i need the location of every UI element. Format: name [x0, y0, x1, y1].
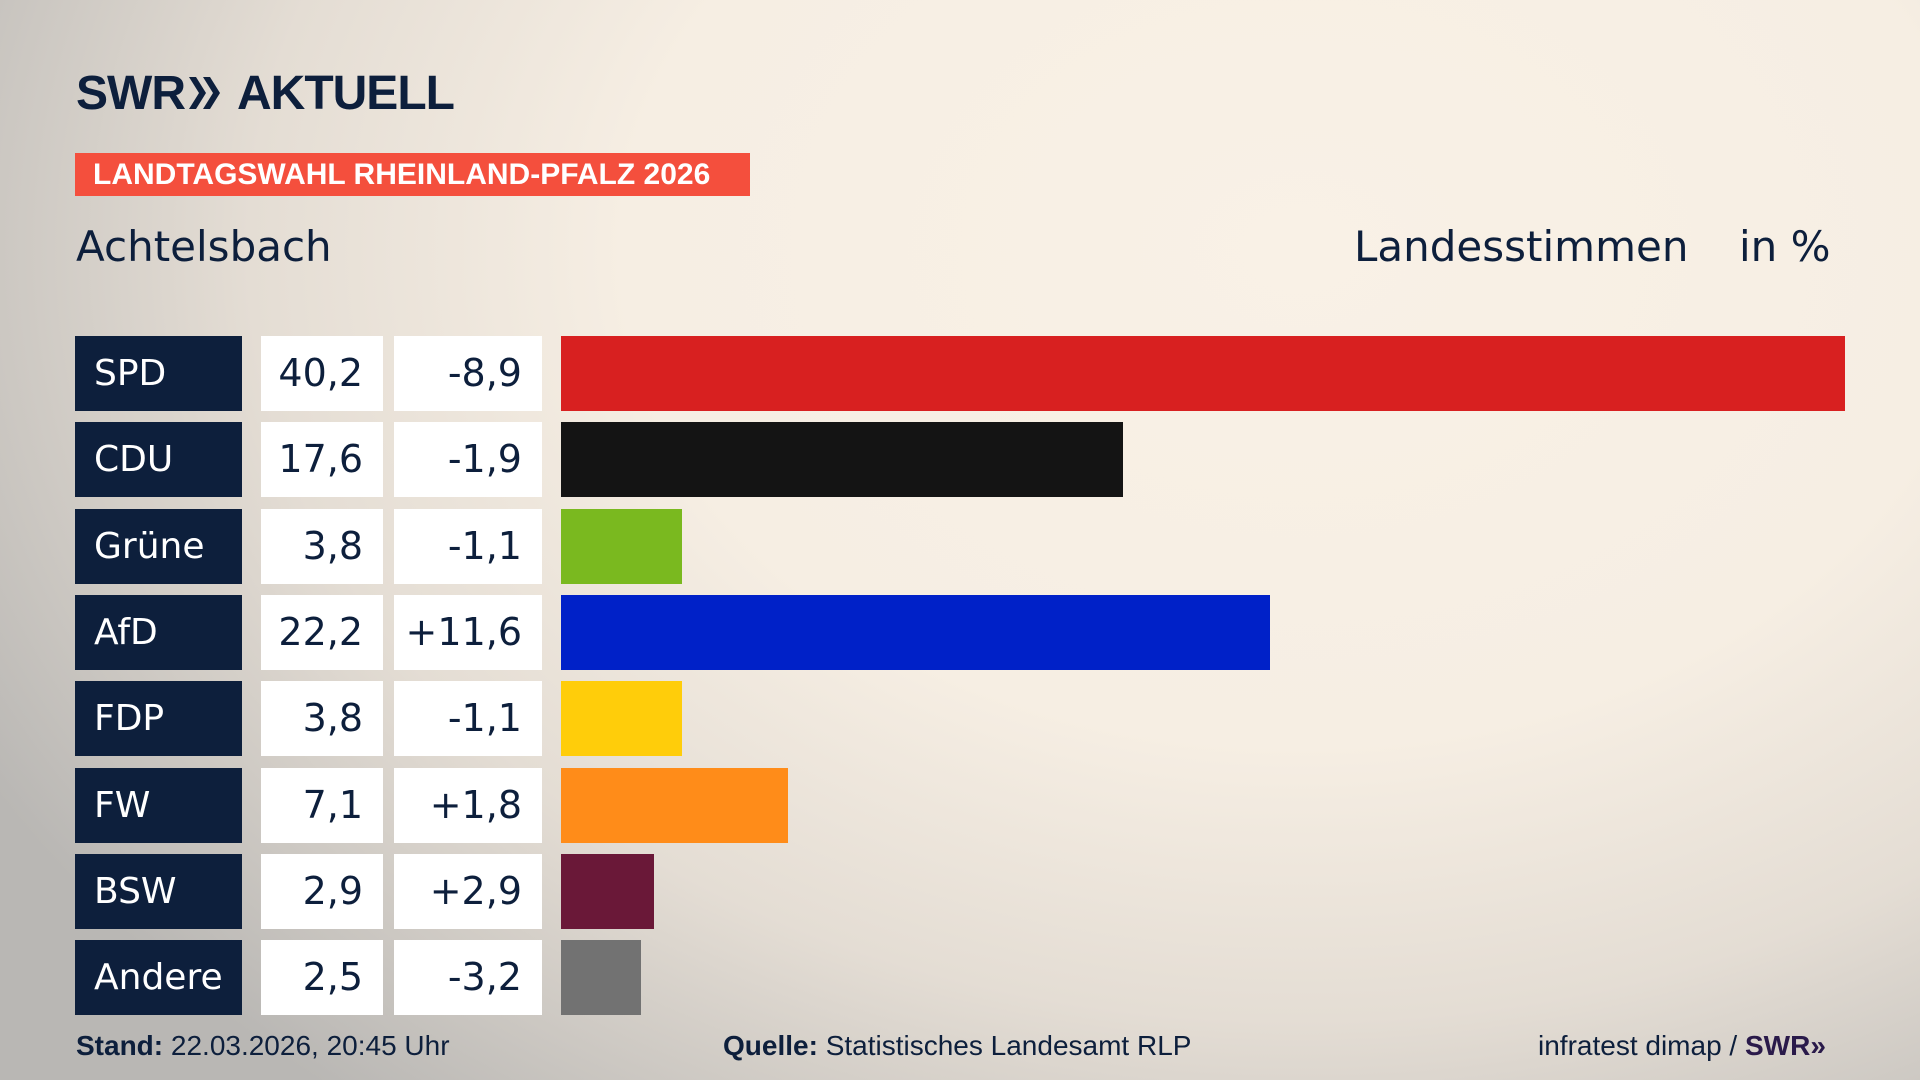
party-label: Andere	[75, 940, 242, 1016]
bar-fw	[561, 767, 788, 843]
unit-label: in %	[1739, 222, 1831, 271]
diff-label: -8,9	[394, 336, 542, 411]
party-label: FW	[75, 767, 242, 843]
footer-stand: Stand: 22.03.2026, 20:45 Uhr	[76, 1030, 450, 1062]
bar-grüne	[561, 508, 683, 584]
party-label: FDP	[75, 681, 242, 757]
diff-label: +1,8	[394, 767, 542, 843]
diff-label: +11,6	[394, 594, 542, 670]
source-label: Quelle:	[723, 1030, 818, 1061]
diff-label: -1,1	[394, 508, 542, 584]
source-value: Statistisches Landesamt RLP	[825, 1030, 1192, 1061]
stand-label: Stand:	[76, 1030, 164, 1061]
place-title: Achtelsbach	[76, 222, 332, 271]
diff-label: +2,9	[394, 853, 542, 929]
value-label: 2,5	[261, 940, 383, 1016]
value-label: 3,8	[261, 508, 383, 584]
party-label: SPD	[75, 336, 242, 411]
party-label: CDU	[75, 422, 242, 498]
measure-label: Landesstimmen	[1354, 222, 1689, 271]
value-label: 7,1	[261, 767, 383, 843]
election-banner: LANDTAGSWAHL RHEINLAND-PFALZ 2026	[75, 153, 750, 196]
stand-value: 22.03.2026, 20:45 Uhr	[170, 1030, 450, 1061]
footer-credit: infratest dimap / SWR»	[1538, 1030, 1826, 1062]
logo-swr: SWR	[76, 66, 186, 120]
value-label: 40,2	[261, 336, 383, 411]
diff-label: -1,9	[394, 422, 542, 498]
credit-swr-logo: SWR	[1744, 1030, 1811, 1061]
value-label: 2,9	[261, 853, 383, 929]
bar-spd	[561, 336, 1845, 411]
bar-afd	[561, 594, 1271, 670]
diff-label: -1,1	[394, 681, 542, 757]
bar-fdp	[561, 681, 683, 757]
party-label: BSW	[75, 853, 242, 929]
footer-source: Quelle: Statistisches Landesamt RLP	[723, 1030, 1191, 1062]
bar-andere	[561, 940, 641, 1016]
credit-text: infratest dimap /	[1538, 1030, 1738, 1061]
diff-label: -3,2	[394, 940, 542, 1016]
chevrons-icon	[188, 77, 220, 109]
bar-bsw	[561, 853, 654, 929]
value-label: 22,2	[261, 594, 383, 670]
value-label: 3,8	[261, 681, 383, 757]
value-label: 17,6	[261, 422, 383, 498]
chevrons-icon: »	[1810, 1030, 1826, 1061]
party-label: AfD	[75, 594, 242, 670]
party-label: Grüne	[75, 508, 242, 584]
swr-aktuell-logo: SWR AKTUELL	[76, 67, 455, 120]
bar-cdu	[561, 422, 1124, 498]
logo-aktuell: AKTUELL	[236, 66, 455, 120]
